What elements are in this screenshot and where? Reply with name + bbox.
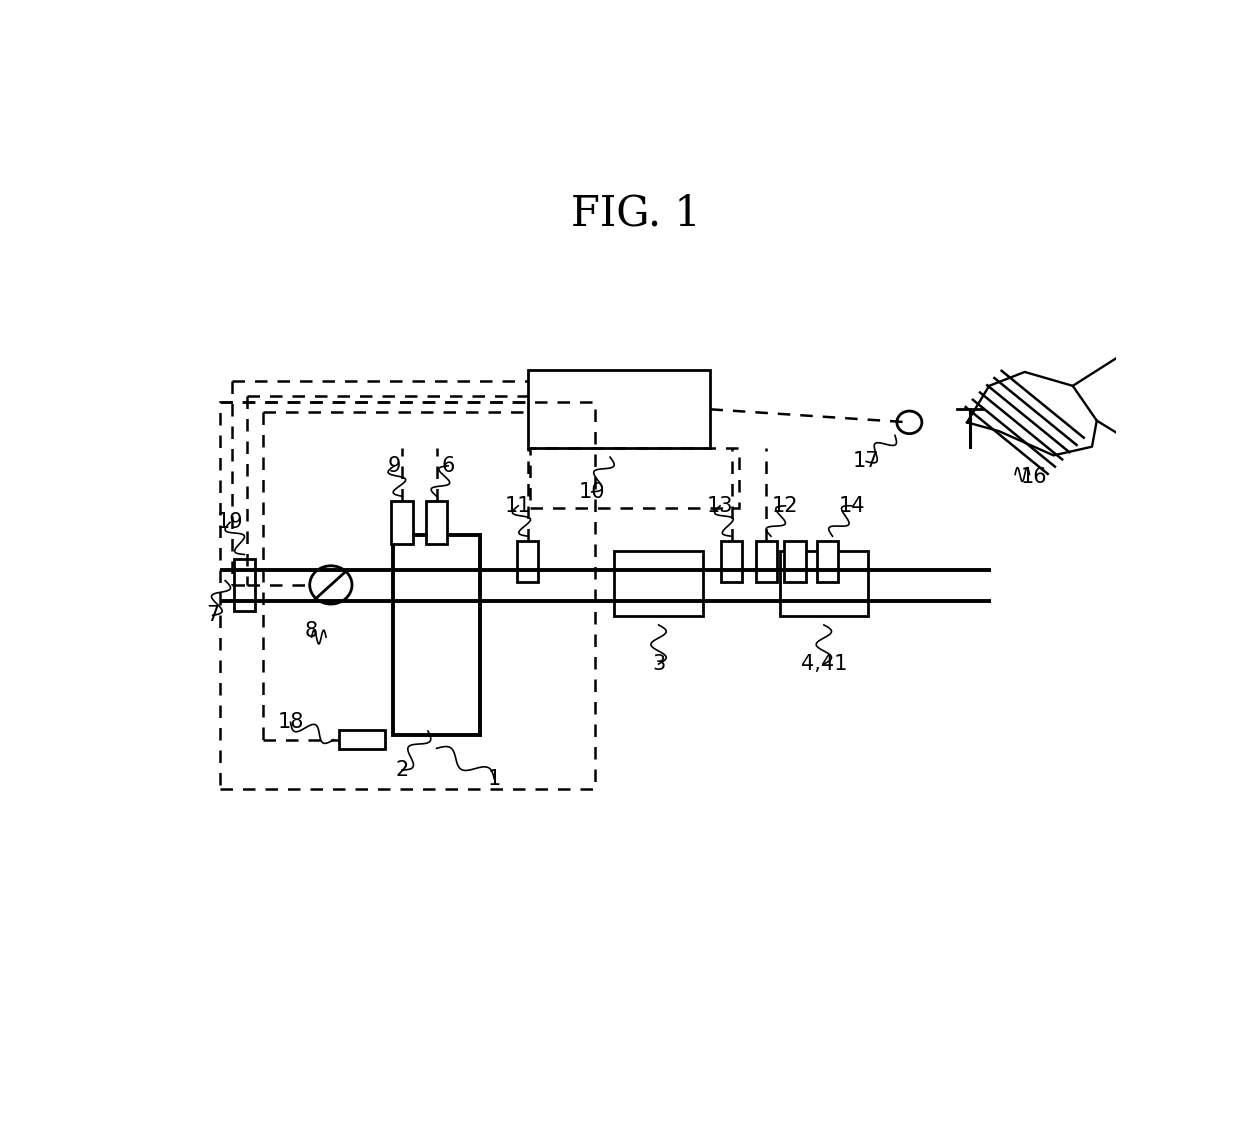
- Text: 18: 18: [278, 712, 304, 733]
- Text: 1: 1: [487, 769, 501, 789]
- Text: 6: 6: [441, 456, 455, 475]
- Bar: [234, 559, 255, 611]
- Text: 4,41: 4,41: [801, 654, 847, 674]
- Bar: [755, 541, 776, 583]
- Bar: [393, 535, 480, 735]
- Text: 2: 2: [396, 760, 409, 780]
- Text: 16: 16: [1021, 467, 1048, 488]
- Bar: [517, 541, 538, 583]
- Bar: [785, 541, 806, 583]
- Bar: [817, 541, 838, 583]
- Bar: [529, 448, 739, 508]
- Bar: [339, 730, 384, 750]
- Text: 13: 13: [707, 496, 733, 516]
- Text: FIG. 1: FIG. 1: [570, 193, 701, 235]
- Bar: [780, 551, 868, 616]
- Bar: [221, 402, 595, 789]
- Bar: [392, 500, 413, 544]
- Text: 17: 17: [853, 452, 879, 472]
- Text: 7: 7: [206, 605, 219, 625]
- Text: 12: 12: [773, 496, 799, 516]
- Bar: [427, 500, 448, 544]
- Text: 10: 10: [579, 482, 605, 502]
- Text: 11: 11: [505, 496, 532, 516]
- Bar: [614, 551, 703, 616]
- Text: 19: 19: [217, 513, 243, 533]
- Text: 14: 14: [838, 496, 866, 516]
- Bar: [720, 541, 743, 583]
- Text: 8: 8: [305, 621, 319, 641]
- Bar: [528, 370, 711, 448]
- Text: 3: 3: [652, 654, 665, 674]
- Text: 9: 9: [388, 456, 401, 475]
